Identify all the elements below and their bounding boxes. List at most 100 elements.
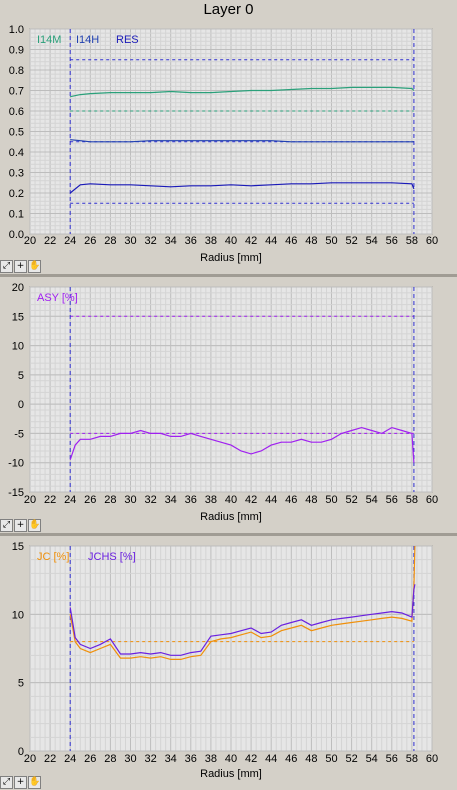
y-tick-label: 15 (12, 311, 24, 323)
y-tick-label: 0.5 (9, 127, 24, 139)
hand-icon[interactable]: ✋ (28, 259, 41, 273)
x-tick-label: 28 (104, 235, 116, 247)
x-tick-label: 22 (44, 494, 56, 506)
crosshair-icon[interactable]: + (14, 518, 27, 532)
x-tick-label: 22 (44, 235, 56, 247)
x-tick-label: 50 (325, 494, 337, 506)
hand-icon[interactable]: ✋ (28, 775, 41, 789)
y-tick-label: 0.4 (9, 147, 24, 159)
hand-icon[interactable]: ✋ (28, 518, 41, 532)
x-tick-label: 26 (84, 753, 96, 765)
x-tick-label: 32 (144, 494, 156, 506)
y-tick-label: 0.1 (9, 209, 24, 221)
x-tick-label: 42 (245, 494, 257, 506)
zoom-pan-icon[interactable]: ⤢ (0, 259, 13, 273)
x-tick-label: 52 (345, 753, 357, 765)
series-line-i14h (70, 139, 414, 143)
chart-panel-2: -15 -10 -5 0 5 10 15 20 20 22 24 26 28 30 32 34 36 38 40 42… (0, 278, 457, 532)
x-tick-label: 40 (225, 235, 237, 247)
x-tick-label: 24 (64, 235, 76, 247)
chart-2-toolbar: ⤢ + ✋ (0, 518, 52, 532)
y-tick-label: 0.9 (9, 45, 24, 57)
x-tick-label: 46 (285, 753, 297, 765)
y-tick-label: 5 (18, 678, 24, 690)
zoom-pan-icon[interactable]: ⤢ (0, 518, 13, 532)
x-tick-label: 20 (24, 235, 36, 247)
x-tick-label: 46 (285, 494, 297, 506)
x-tick-label: 26 (84, 235, 96, 247)
x-tick-label: 36 (185, 753, 197, 765)
x-tick-label: 34 (165, 494, 177, 506)
x-tick-label: 40 (225, 753, 237, 765)
x-tick-label: 20 (24, 753, 36, 765)
x-tick-label: 48 (305, 494, 317, 506)
x-tick-label: 50 (325, 753, 337, 765)
zoom-pan-icon[interactable]: ⤢ (0, 775, 13, 789)
y-tick-label: -5 (14, 428, 24, 440)
x-tick-label: 44 (265, 235, 277, 247)
x-tick-label: 50 (325, 235, 337, 247)
x-tick-label: 54 (366, 753, 378, 765)
legend-entry: I14H (76, 34, 99, 46)
x-tick-label: 38 (205, 753, 217, 765)
legend-entry: ASY [%] (37, 292, 78, 304)
y-tick-label: 1.0 (9, 24, 24, 36)
x-tick-label: 44 (265, 753, 277, 765)
x-tick-label: 54 (366, 494, 378, 506)
x-axis-label: Radius [mm] (200, 768, 262, 780)
x-tick-label: 30 (124, 494, 136, 506)
x-tick-label: 36 (185, 494, 197, 506)
series-line-i14m (70, 86, 415, 98)
x-tick-label: 56 (386, 235, 398, 247)
y-tick-label: 0.8 (9, 65, 24, 77)
x-tick-label: 58 (406, 235, 418, 247)
grid (29, 545, 433, 752)
series-line-jc (69, 545, 416, 661)
x-tick-label: 58 (406, 753, 418, 765)
x-tick-label: 24 (64, 753, 76, 765)
x-axis-label: Radius [mm] (200, 511, 262, 523)
x-tick-label: 24 (64, 494, 76, 506)
y-tick-label: 0.3 (9, 168, 24, 180)
x-tick-label: 28 (104, 494, 116, 506)
y-tick-label: -10 (8, 458, 24, 470)
y-tick-label: 0.7 (9, 86, 24, 98)
chart-3: 0 5 10 15 20 22 24 26 28 30 32 34 36 38 40 42 44 46 48 50 52… (12, 541, 438, 780)
x-tick-label: 34 (165, 753, 177, 765)
crosshair-icon[interactable]: + (14, 775, 27, 789)
x-tick-label: 28 (104, 753, 116, 765)
y-tick-label: 10 (12, 341, 24, 353)
legend-entry: I14M (37, 34, 61, 46)
chart-2: -15 -10 -5 0 5 10 15 20 20 22 24 26 28 30 32 34 36 38 40 42… (8, 282, 438, 523)
y-tick-label: -15 (8, 487, 24, 499)
x-tick-label: 58 (406, 494, 418, 506)
chart-1-toolbar: ⤢ + ✋ (0, 259, 52, 273)
y-tick-label: 5 (18, 370, 24, 382)
x-tick-label: 52 (345, 494, 357, 506)
legend-entry: JCHS [%] (88, 551, 136, 563)
x-tick-label: 30 (124, 753, 136, 765)
x-tick-label: 32 (144, 753, 156, 765)
x-tick-label: 52 (345, 235, 357, 247)
window-title: Layer 0 (203, 1, 254, 18)
x-tick-label: 30 (124, 235, 136, 247)
x-tick-label: 20 (24, 494, 36, 506)
x-tick-label: 42 (245, 753, 257, 765)
panel-divider-1[interactable] (0, 274, 457, 277)
grid (29, 28, 433, 235)
chart-1: 0.0 0.1 0.2 0.3 0.4 0.5 0.6 0.7 0.8 0.9 1.0 20 22 24 2… (9, 24, 438, 264)
x-tick-label: 48 (305, 753, 317, 765)
panel-divider-2[interactable] (0, 533, 457, 536)
crosshair-icon[interactable]: + (14, 259, 27, 273)
x-tick-label: 48 (305, 235, 317, 247)
series-line-res (69, 182, 415, 194)
x-tick-label: 40 (225, 494, 237, 506)
x-tick-label: 36 (185, 235, 197, 247)
x-tick-label: 54 (366, 235, 378, 247)
chart-3-toolbar: ⤢ + ✋ (0, 775, 52, 789)
grid (29, 286, 433, 493)
y-tick-label: 0.0 (9, 229, 24, 241)
y-tick-label: 10 (12, 609, 24, 621)
x-tick-label: 26 (84, 494, 96, 506)
legend-entry: JC [%] (37, 551, 69, 563)
